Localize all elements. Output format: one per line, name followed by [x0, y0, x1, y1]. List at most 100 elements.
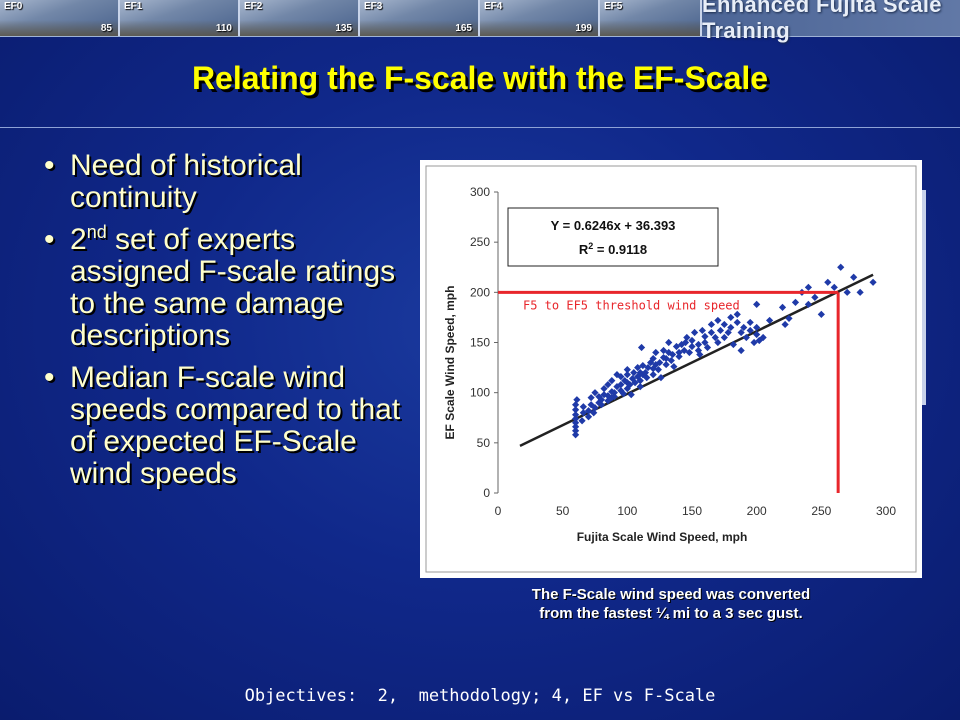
banner-tile-ef0: EF0 85 — [0, 0, 120, 36]
y-tick-label: 250 — [470, 235, 490, 249]
data-point — [830, 283, 838, 291]
x-tick-label: 150 — [682, 504, 702, 518]
data-point — [753, 300, 761, 308]
banner-tile-ef1: EF1 110 — [120, 0, 240, 36]
bullet-dot: • — [44, 361, 55, 394]
chart-card-edge — [922, 190, 926, 405]
data-point — [634, 373, 642, 381]
data-point — [729, 340, 737, 349]
data-point — [590, 409, 598, 417]
data-point — [665, 338, 673, 347]
data-point — [811, 293, 819, 301]
y-tick-label: 300 — [470, 185, 490, 199]
data-point — [733, 318, 741, 327]
data-point — [636, 383, 644, 391]
data-point — [591, 404, 599, 412]
x-axis-title: Fujita Scale Wind Speed, mph — [577, 530, 748, 544]
y-tick-label: 0 — [483, 486, 490, 500]
data-point — [766, 316, 774, 325]
banner-tile-ef3: EF3 165 — [360, 0, 480, 36]
data-point — [817, 310, 825, 319]
objectives-footer: Objectives: 2, methodology; 4, EF vs F-S… — [244, 686, 716, 706]
data-point — [639, 371, 647, 379]
regression-line — [519, 273, 874, 447]
data-point — [869, 278, 877, 286]
y-axis-title: EF Scale Wind Speed, mph — [443, 286, 457, 440]
data-point — [675, 352, 683, 361]
data-point — [781, 320, 789, 329]
threshold-label: F5 to EF5 threshold wind speed — [523, 298, 740, 312]
y-tick-label: 200 — [470, 285, 490, 299]
banner-tile-ef2: EF2 135 — [240, 0, 360, 36]
x-tick-label: 0 — [495, 504, 502, 518]
x-tick-label: 300 — [876, 504, 896, 518]
r-squared-label: R2 = 0.9118 — [579, 241, 647, 257]
data-point — [720, 320, 728, 329]
x-tick-label: 100 — [617, 504, 637, 518]
x-tick-label: 50 — [556, 504, 570, 518]
data-point — [701, 338, 709, 347]
y-tick-label: 50 — [477, 436, 491, 450]
y-tick-label: 150 — [470, 336, 490, 350]
x-tick-label: 200 — [747, 504, 767, 518]
data-point — [579, 409, 587, 417]
data-point — [707, 320, 715, 329]
scatter-chart: 0 50 100 150 200 250 300 0 50 100 150 200 250 300 Fuji… — [425, 165, 917, 573]
data-point — [737, 328, 745, 337]
data-point — [720, 333, 728, 342]
data-point — [753, 330, 761, 339]
data-point — [837, 263, 845, 271]
bullet-dot: • — [44, 223, 55, 256]
data-point — [804, 300, 812, 308]
banner-title: Enhanced Fujita Scale Training — [702, 0, 960, 43]
fit-equation: Y = 0.6246x + 36.393 — [551, 218, 676, 233]
data-point — [714, 316, 722, 325]
data-point — [759, 333, 767, 342]
data-point — [746, 318, 754, 327]
data-point — [724, 328, 732, 337]
bullet-item: • 2nd set of experts assigned F-scale rat… — [44, 222, 396, 352]
header-banner: EF0 85 EF1 110 EF2 135 EF3 165 EF4 199 EF5 En… — [0, 0, 960, 43]
data-point — [716, 326, 725, 335]
data-point — [572, 431, 580, 439]
banner-tile-ef5: EF5 — [600, 0, 702, 36]
bullet-item: • Median F-scale wind speeds compared to … — [44, 361, 401, 490]
data-point — [690, 328, 699, 337]
data-point — [856, 288, 864, 296]
chart-caption: The F-Scale wind speed was converted fro… — [531, 586, 811, 622]
data-point — [753, 323, 761, 332]
data-point — [683, 333, 691, 342]
chart-card: 0 50 100 150 200 250 300 0 50 100 150 200 250 300 Fuji… — [420, 160, 922, 578]
x-tick-label: 250 — [811, 504, 831, 518]
data-point — [711, 333, 719, 342]
data-point — [703, 343, 712, 352]
bullet-dot: • — [44, 149, 55, 182]
data-point — [804, 283, 812, 291]
data-point — [707, 328, 715, 337]
data-point — [681, 338, 690, 347]
data-point — [572, 415, 580, 423]
data-point — [850, 273, 858, 281]
data-point — [737, 346, 745, 355]
data-point — [685, 348, 694, 357]
bullet-list: • Need of historical continuity • 2nd set … — [44, 150, 404, 500]
data-point — [714, 338, 722, 347]
data-point — [742, 333, 750, 342]
data-point — [572, 423, 580, 431]
data-point — [597, 396, 606, 404]
data-point — [701, 332, 709, 341]
title-divider — [0, 127, 960, 128]
data-point — [740, 323, 748, 332]
bullet-item: • Need of historical continuity — [44, 149, 302, 214]
data-point — [733, 310, 741, 319]
equation-box — [507, 207, 719, 267]
data-point — [600, 385, 608, 393]
banner-tile-ef4: EF4 199 — [480, 0, 600, 36]
data-point — [727, 323, 735, 332]
slide-title: Relating the F-scale with the EF-Scale — [191, 60, 769, 96]
data-point — [573, 396, 581, 404]
data-point — [750, 338, 758, 347]
y-tick-label: 100 — [470, 386, 490, 400]
data-point — [639, 361, 647, 370]
data-point — [597, 401, 606, 409]
